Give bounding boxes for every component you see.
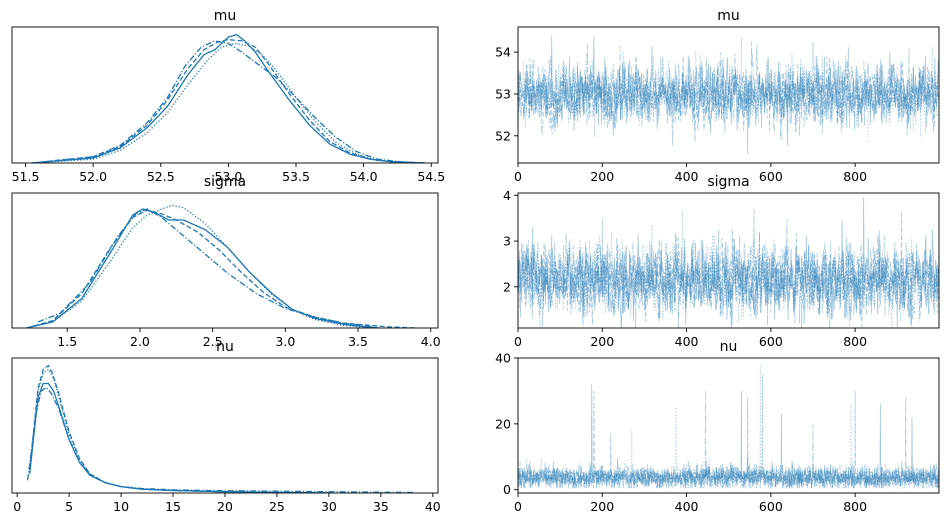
x-tick-label: 52.0 xyxy=(79,169,107,184)
axes-frame xyxy=(11,357,439,494)
panel-title: mu xyxy=(717,8,740,24)
x-tick-label: 30 xyxy=(321,499,337,514)
x-tick-label: 200 xyxy=(590,334,614,349)
plot-area xyxy=(518,197,939,328)
axes-frame xyxy=(517,192,940,329)
sigma-density-panel: 1.5 2.0 2.5 3.0 3.5 4.0 sigma xyxy=(11,174,441,349)
y-tick-label: 54 xyxy=(495,45,511,60)
x-tick-label: 400 xyxy=(675,334,699,349)
x-tick-label: 600 xyxy=(759,334,783,349)
x-tick-label: 600 xyxy=(759,499,783,514)
density-line-dashed xyxy=(32,38,425,163)
y-tick-label: 4 xyxy=(503,188,511,203)
y-tick-label: 40 xyxy=(495,351,511,366)
trace-line-chain-1 xyxy=(518,35,939,147)
x-tick-label: 800 xyxy=(843,334,867,349)
y-tick-label: 53 xyxy=(495,86,511,101)
density-line-solid xyxy=(29,382,329,493)
x-tick-label: 0 xyxy=(13,499,21,514)
density-line-dashed xyxy=(26,209,417,328)
sigma-trace-panel: 0 200 400 600 800 2 3 4 sigma xyxy=(503,174,940,349)
axes-frame xyxy=(11,26,439,164)
trace-line-chain-2 xyxy=(518,41,939,142)
x-tick-label: 0 xyxy=(514,334,522,349)
x-tick-label: 10 xyxy=(113,499,129,514)
x-tick-label: 53.0 xyxy=(214,169,242,184)
trace-line-chain-3 xyxy=(518,211,939,328)
mu-density-panel: 51.5 52.0 52.5 53.0 53.5 54.0 54.5 mu xyxy=(11,8,445,184)
axes-frame xyxy=(517,357,940,494)
y-tick-label: 52 xyxy=(495,128,511,143)
x-tick-label: 3.0 xyxy=(275,334,295,349)
x-tick-label: 51.5 xyxy=(12,169,40,184)
density-line-dotted xyxy=(32,42,425,163)
mu-trace-panel: 0 200 400 600 800 52 53 54 mu xyxy=(495,8,940,184)
trace-line-chain-4 xyxy=(518,374,939,489)
panel-title: nu xyxy=(720,339,738,355)
x-tick-label: 800 xyxy=(843,499,867,514)
density-line-solid xyxy=(26,208,380,328)
trace-line-chain-1 xyxy=(518,384,939,490)
x-tick-label: 52.5 xyxy=(147,169,175,184)
x-tick-label: 600 xyxy=(759,169,783,184)
x-tick-label: 1.5 xyxy=(57,334,77,349)
plot-area xyxy=(26,204,417,328)
panel-title: sigma xyxy=(707,174,749,190)
x-tick-label: 0 xyxy=(514,169,522,184)
x-tick-label: 15 xyxy=(165,499,181,514)
x-tick-label: 200 xyxy=(590,499,614,514)
axes-frame xyxy=(517,26,940,164)
nu-trace-panel: 0 200 400 600 800 0 20 40 nu xyxy=(495,339,940,514)
panel-title: sigma xyxy=(204,174,246,190)
x-tick-label: 0 xyxy=(514,499,522,514)
x-tick-label: 2.5 xyxy=(203,334,223,349)
x-tick-label: 54.0 xyxy=(350,169,378,184)
panel-title: nu xyxy=(216,339,234,355)
x-tick-label: 40 xyxy=(425,499,441,514)
trace-line-chain-3 xyxy=(518,37,939,143)
x-tick-label: 3.5 xyxy=(348,334,368,349)
plot-area xyxy=(518,35,939,155)
density-line-dashdot xyxy=(26,386,415,493)
density-line-dashdot xyxy=(37,208,373,328)
density-line-dotted xyxy=(26,204,373,328)
y-tick-label: 0 xyxy=(503,482,511,497)
x-tick-label: 200 xyxy=(590,169,614,184)
x-tick-label: 35 xyxy=(373,499,389,514)
trace-line-chain-4 xyxy=(518,208,939,328)
trace-line-chain-2 xyxy=(518,390,939,490)
plot-area xyxy=(32,33,425,163)
x-tick-label: 25 xyxy=(269,499,285,514)
x-tick-label: 20 xyxy=(217,499,233,514)
density-line-dashdot xyxy=(32,40,425,163)
density-line-solid xyxy=(32,33,425,163)
y-tick-label: 2 xyxy=(503,279,511,294)
x-tick-label: 4.0 xyxy=(421,334,441,349)
plot-area xyxy=(518,364,939,490)
x-tick-label: 2.0 xyxy=(130,334,150,349)
y-tick-label: 3 xyxy=(503,234,511,249)
trace-line-chain-4 xyxy=(518,41,939,155)
y-tick-label: 20 xyxy=(495,416,511,431)
plot-area xyxy=(26,364,415,493)
density-line-dashed xyxy=(29,364,329,493)
x-tick-label: 800 xyxy=(843,169,867,184)
axes-frame xyxy=(11,192,439,329)
trace-line-chain-2 xyxy=(518,211,939,328)
nu-density-panel: 0 5 10 15 20 25 30 35 40 nu xyxy=(11,339,441,514)
trace-line-chain-1 xyxy=(518,197,939,328)
x-tick-label: 53.5 xyxy=(282,169,310,184)
x-tick-label: 400 xyxy=(675,499,699,514)
x-tick-label: 5 xyxy=(65,499,73,514)
trace-line-chain-3 xyxy=(518,364,939,490)
x-tick-label: 54.5 xyxy=(417,169,445,184)
x-tick-label: 400 xyxy=(675,169,699,184)
panel-title: mu xyxy=(214,8,237,24)
density-line-dotted xyxy=(29,368,329,493)
